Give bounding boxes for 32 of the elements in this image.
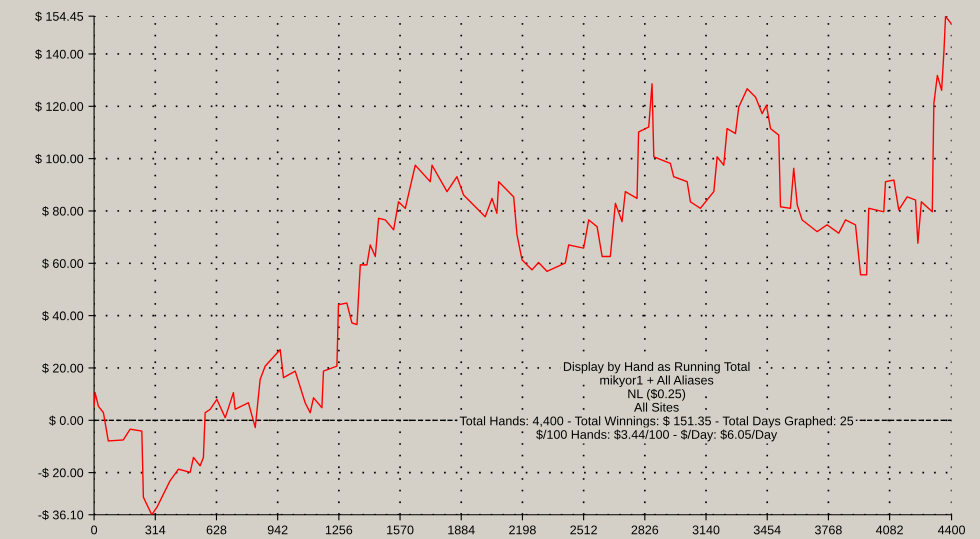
x-tick-label: 942 [268,525,288,534]
annotation: All Sites [634,402,679,412]
y-tick-label: $ 100.00 [35,154,84,164]
x-tick-label: 3454 [754,525,781,534]
y-tick-label: $ 80.00 [42,206,84,216]
y-tick-label: -$ 20.00 [38,468,84,478]
x-tick-label: 1570 [387,525,414,534]
x-tick-label: 2512 [570,525,597,534]
x-tick-label: 4082 [876,525,903,534]
annotation: NL ($0.25) [628,388,686,401]
y-tick-label: $ 120.00 [35,102,84,112]
annotation: Display by Hand as Running Total [564,362,750,374]
x-tick-label: 314 [145,525,166,534]
x-tick-label: 0 [91,525,98,534]
y-tick-label: $ 20.00 [42,363,84,374]
annotation: Total Hands: 4,400 - Total Winnings: $ 151.35 - Total Days Graphed: 25 [460,416,854,428]
y-tick-label: $ 154.45 [35,11,84,22]
x-tick-label: 1256 [326,525,352,534]
x-tick-label: 1884 [448,525,475,534]
x-tick-label: 628 [206,525,226,534]
x-tick-label: 3768 [814,525,842,534]
y-tick-label: $ 60.00 [42,258,84,269]
annotation: mikyor1 + All Aliases [600,375,714,388]
x-tick-label: 4400 [938,525,965,534]
annotation: $/100 Hands: $3.44/100 - $/Day: $6.05/Day [536,430,778,442]
y-tick-label: $ 140.00 [35,49,84,60]
x-tick-label: 3140 [692,525,720,534]
x-tick-label: 2198 [509,525,536,534]
x-tick-label: 2826 [632,525,658,534]
y-tick-label: -$ 36.10 [38,510,84,520]
y-tick-label: $ 0.00 [49,416,84,426]
y-tick-label: $ 40.00 [42,310,84,322]
